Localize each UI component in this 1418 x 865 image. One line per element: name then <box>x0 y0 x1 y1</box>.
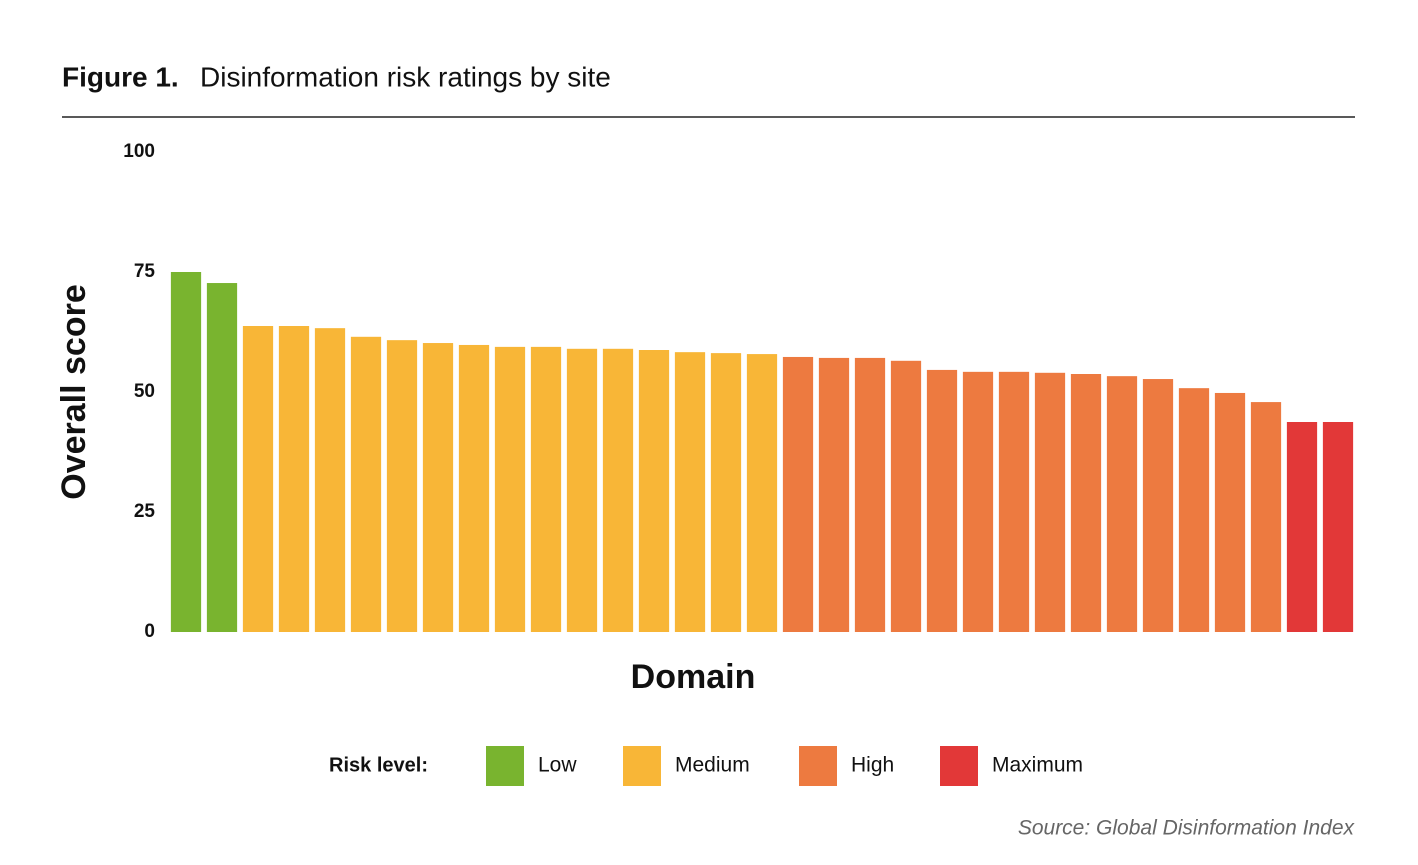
bar <box>674 352 706 632</box>
legend-swatch <box>940 746 978 786</box>
bar <box>1214 392 1246 632</box>
figure-label: Figure 1. <box>62 61 179 92</box>
bar <box>350 336 382 632</box>
bar <box>854 357 886 632</box>
bar <box>1178 388 1210 632</box>
legend-swatch <box>623 746 661 786</box>
bar <box>710 353 742 632</box>
legend-label: Maximum <box>992 754 1083 777</box>
bar <box>170 272 202 632</box>
bar <box>1286 422 1318 632</box>
bar <box>1034 372 1066 632</box>
bar <box>818 357 850 632</box>
bar <box>926 369 958 632</box>
bar <box>998 371 1030 632</box>
bar <box>1070 374 1102 632</box>
bar <box>746 354 778 632</box>
bar <box>1142 379 1174 632</box>
bar <box>638 350 670 632</box>
x-axis-label: Domain <box>631 658 756 696</box>
bar <box>1106 376 1138 632</box>
chart-title: Disinformation risk ratings by site <box>200 61 611 92</box>
y-tick-label: 25 <box>134 501 156 522</box>
legend-label: Low <box>538 754 577 777</box>
y-tick-label: 75 <box>134 261 156 282</box>
bar <box>890 360 922 632</box>
bar <box>206 283 238 632</box>
legend-swatch <box>486 746 524 786</box>
legend-swatch <box>799 746 837 786</box>
source-note: Source: Global Disinformation Index <box>1018 817 1356 840</box>
bar <box>962 371 994 632</box>
bar <box>386 340 418 632</box>
bar <box>1250 402 1282 632</box>
y-tick-label: 50 <box>134 381 155 402</box>
y-tick-label: 0 <box>144 621 155 642</box>
bar <box>422 343 454 632</box>
bar <box>1322 422 1354 632</box>
y-tick-label: 100 <box>123 141 155 162</box>
bar <box>602 348 634 632</box>
bar <box>278 326 310 632</box>
legend-label: High <box>851 754 894 777</box>
bar <box>782 356 814 632</box>
bar <box>314 328 346 632</box>
bar <box>494 346 526 632</box>
bar <box>530 346 562 632</box>
legend-title: Risk level: <box>329 754 428 776</box>
bar <box>458 344 490 632</box>
bar <box>566 348 598 632</box>
y-axis-label: Overall score <box>55 284 93 499</box>
legend-label: Medium <box>675 754 750 777</box>
bar <box>242 326 274 632</box>
